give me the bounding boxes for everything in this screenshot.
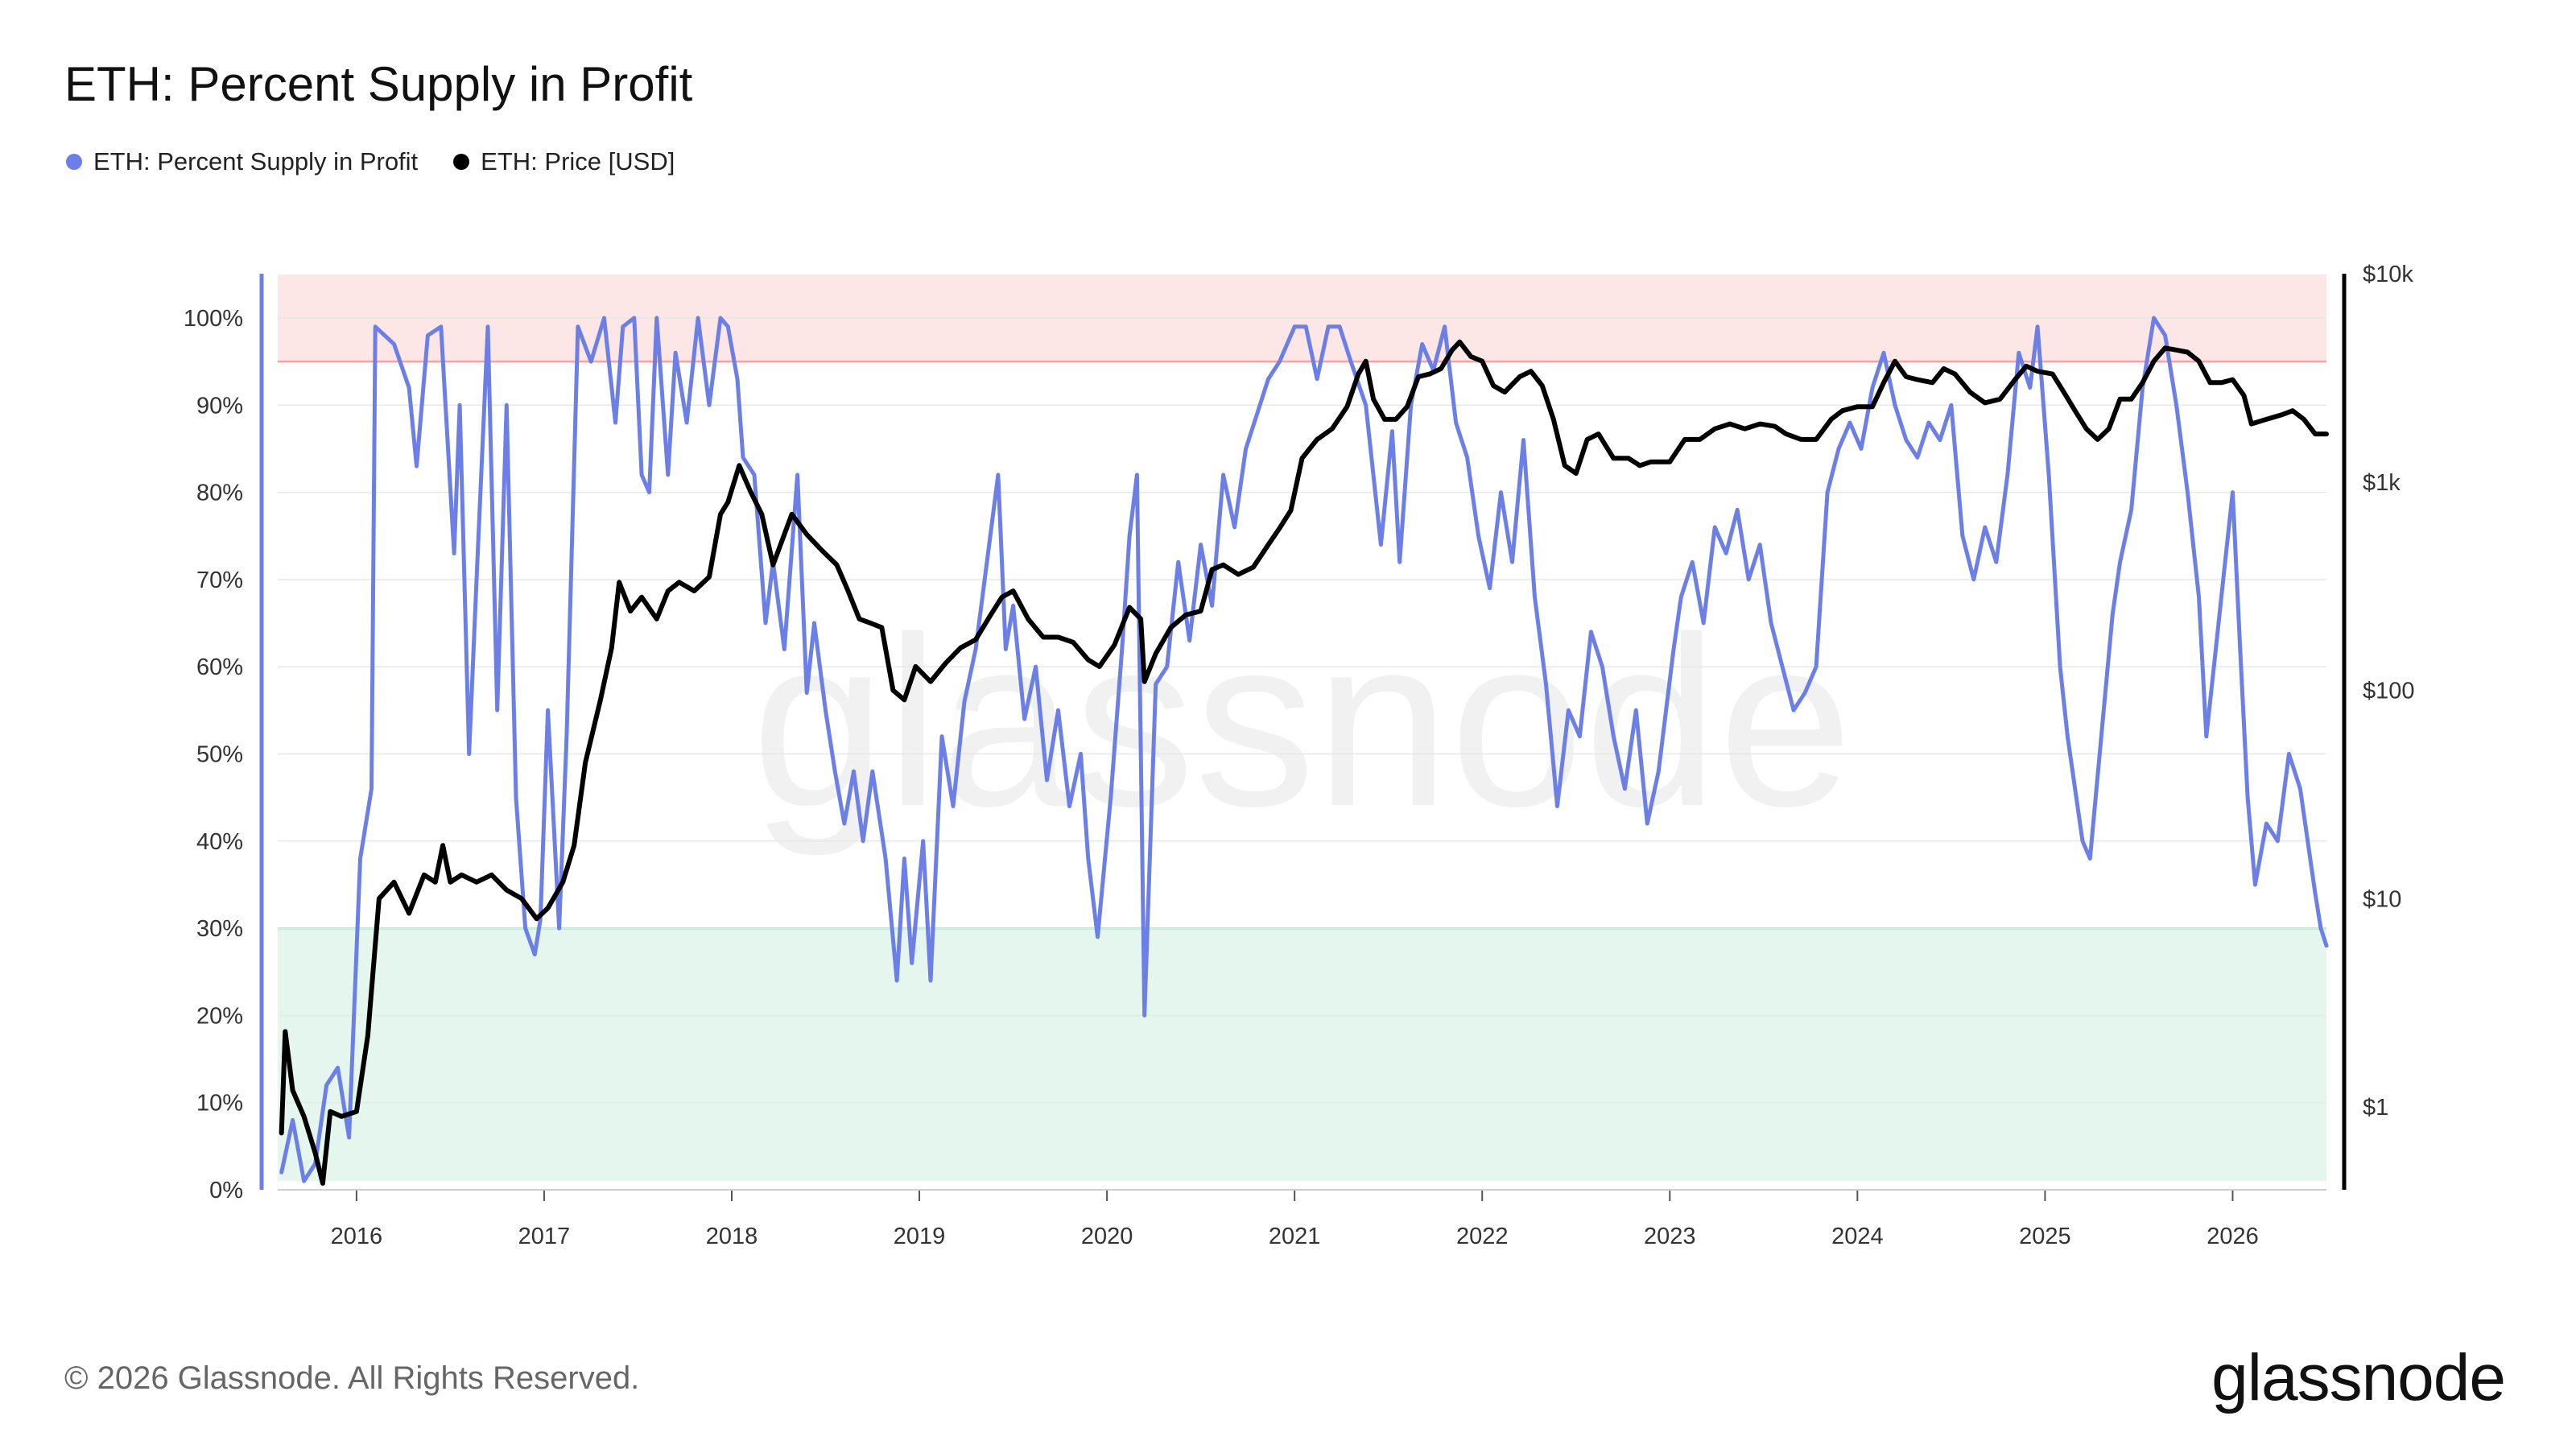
y-left-tick-label: 40% [196,829,243,855]
y-right-tick-label: $1k [2363,470,2401,496]
legend-item-supply[interactable]: ETH: Percent Supply in Profit [66,147,418,176]
y-right-tick-label: $1 [2363,1095,2388,1121]
x-tick-label: 2025 [2019,1224,2071,1249]
brand-logo: glassnode [2211,1341,2506,1414]
legend-label-price: ETH: Price [USD] [481,147,675,175]
copyright-text: © 2026 Glassnode. All Rights Reserved. [64,1360,640,1396]
legend-dot-supply [66,154,82,170]
watermark-text: glassnode [752,586,1853,858]
y-left-tick-label: 10% [196,1091,243,1117]
x-tick-label: 2016 [331,1224,383,1249]
x-tick-label: 2017 [518,1224,571,1249]
x-tick-label: 2023 [1644,1224,1696,1249]
y-left-tick-label: 70% [196,568,243,593]
y-right-tick-label: $10k [2363,262,2413,287]
x-tick-label: 2026 [2207,1224,2259,1249]
y-left-tick-label: 80% [196,481,243,506]
y-left-tick-label: 60% [196,654,243,680]
series-line-supply-in-profit [279,316,2329,1183]
x-tick-label: 2019 [894,1224,946,1249]
y-left-tick-label: 100% [184,306,243,332]
series-line-price [279,339,2329,1186]
x-tick-label: 2022 [1456,1224,1509,1249]
y-left-tick-label: 30% [196,916,243,942]
x-tick-label: 2020 [1081,1224,1133,1249]
y-left-tick-label: 90% [196,393,243,419]
y-left-tick-label: 20% [196,1003,243,1029]
y-right-tick-label: $100 [2363,679,2415,704]
y-left-tick-label: 0% [209,1178,243,1203]
legend-dot-price [453,154,470,170]
legend-label-supply: ETH: Percent Supply in Profit [93,147,419,175]
band-bottom [278,928,2326,1182]
legend-item-price[interactable]: ETH: Price [USD] [453,147,675,176]
y-right-tick-label: $10 [2363,886,2401,912]
x-tick-label: 2024 [1831,1224,1884,1249]
x-tick-label: 2021 [1269,1224,1321,1249]
y-left-tick-label: 50% [196,742,243,768]
x-tick-label: 2018 [706,1224,758,1249]
chart-legend: ETH: Percent Supply in Profit ETH: Price… [66,147,675,176]
chart-title: ETH: Percent Supply in Profit [64,57,693,111]
